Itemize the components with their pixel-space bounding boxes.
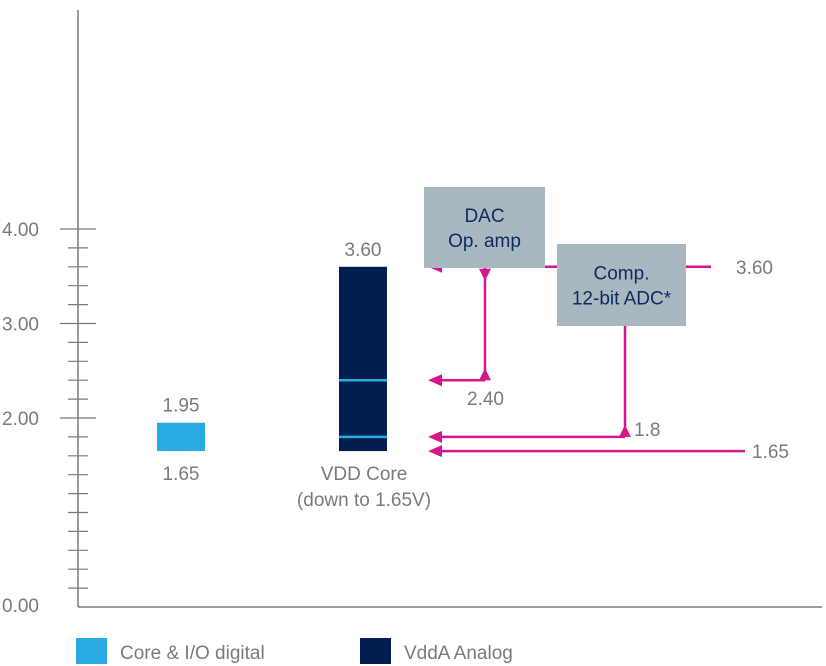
dac-range-box-label: DAC xyxy=(464,206,504,227)
bar-core-io xyxy=(157,422,205,452)
y-tick-label: 0.00 xyxy=(2,596,39,617)
adc-range-low-arrowhead xyxy=(428,430,442,443)
adc-range-low-label: 1.8 xyxy=(634,420,660,441)
bar-high-label: 3.60 xyxy=(345,240,382,261)
marker-label: 3.60 xyxy=(736,258,773,279)
marker-arrowhead xyxy=(428,445,442,458)
dac-range-box xyxy=(424,187,545,268)
adc-range-box-label: Comp. xyxy=(594,264,650,285)
adc-range-box-label: 12-bit ADC* xyxy=(572,289,672,310)
y-tick-label: 2.00 xyxy=(2,409,39,430)
dac-range-low-arrowhead xyxy=(428,374,442,387)
dac-range-box-label: Op. amp xyxy=(448,231,521,252)
bar-caption: (down to 1.65V) xyxy=(297,490,431,511)
ranges: 3.60 1.65 2.40 DAC Op. amp 1.8 Comp. 12-bit ADC… xyxy=(424,187,789,463)
legend-swatch xyxy=(76,638,107,664)
bars: 1.95 1.65 3.60 VDD Core (down to 1.65V) xyxy=(157,240,431,511)
legend-label: Core & I/O digital xyxy=(120,643,265,664)
up-arrowhead xyxy=(479,368,491,381)
down-arrowhead xyxy=(479,268,491,281)
legend-label: VddA Analog xyxy=(404,643,513,664)
dac-range-low-label: 2.40 xyxy=(467,389,504,410)
up-arrowhead xyxy=(619,424,631,437)
bar-caption: VDD Core xyxy=(321,464,408,485)
legend: Core & I/O digital VddA Analog xyxy=(76,638,513,664)
bar-low-label: 1.65 xyxy=(163,464,200,485)
y-tick-label: 4.00 xyxy=(2,220,39,241)
bar-vdda xyxy=(339,266,387,452)
adc-range-box xyxy=(557,244,686,326)
legend-swatch xyxy=(360,638,391,664)
bar-high-label: 1.95 xyxy=(163,396,200,417)
y-axis: 0.00 2.00 3.00 4.00 xyxy=(2,10,822,617)
marker-label: 1.65 xyxy=(752,442,789,463)
y-tick-label: 3.00 xyxy=(2,315,39,336)
